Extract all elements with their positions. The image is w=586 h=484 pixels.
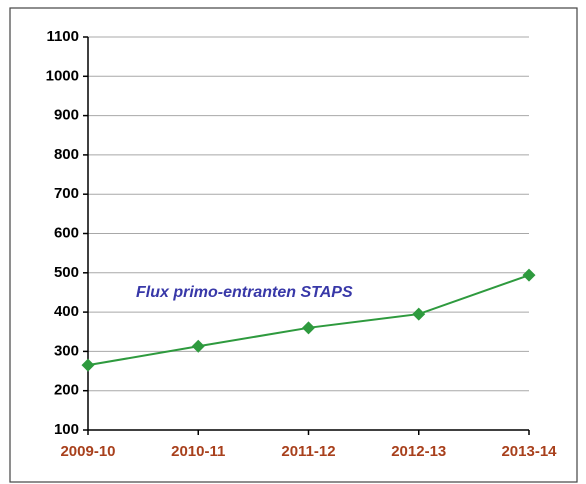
- marker: [412, 307, 426, 321]
- y-tick-label: 600: [54, 224, 79, 241]
- y-tick-label: 800: [54, 146, 79, 163]
- y-tick-label: 500: [54, 264, 79, 281]
- x-tick-label: 2012-13: [391, 443, 446, 460]
- y-tick-label: 200: [54, 382, 79, 399]
- y-tick-label: 300: [54, 342, 79, 359]
- x-tick-label: 2013-14: [501, 443, 557, 460]
- marker: [81, 358, 95, 372]
- y-tick-label: 700: [54, 185, 79, 202]
- marker: [522, 268, 536, 282]
- x-tick-label: 2010-11: [171, 443, 225, 460]
- marker: [302, 321, 315, 335]
- y-tick-label: 400: [54, 303, 79, 320]
- chart-frame: [9, 7, 578, 483]
- annotation: Flux primo-entranten STAPS: [136, 284, 353, 301]
- marker: [191, 339, 205, 353]
- x-tick-label: 2011-12: [281, 443, 335, 460]
- x-tick-label: 2009-10: [60, 443, 115, 460]
- y-tick-label: 100: [54, 421, 79, 438]
- y-tick-label: 1100: [46, 28, 79, 45]
- y-tick-label: 1000: [46, 67, 79, 84]
- y-tick-label: 900: [54, 107, 79, 124]
